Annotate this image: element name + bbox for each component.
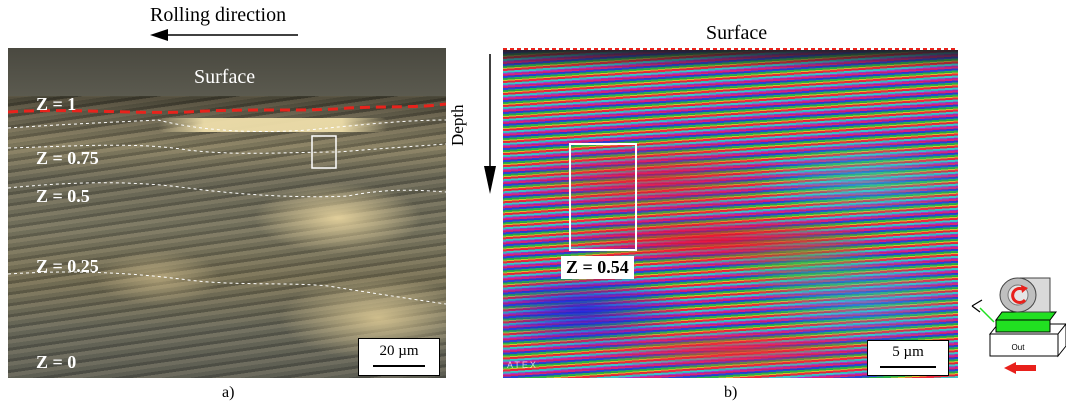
light-band <box>158 118 388 132</box>
contour-z025 <box>8 271 446 305</box>
scale-bar-a: 20 µm <box>358 338 440 376</box>
scale-bar-b: 5 µm <box>867 340 949 376</box>
contour-z1-lower <box>8 119 446 133</box>
scale-line-a <box>373 365 425 367</box>
selection-box-a <box>311 135 337 169</box>
surface-label-a: Surface <box>194 66 256 88</box>
scale-text-a: 20 µm <box>379 343 419 359</box>
scale-text-b: 5 µm <box>892 344 924 360</box>
surface-dashed-line-b <box>503 48 958 50</box>
contour-z075 <box>8 143 446 154</box>
view-line <box>979 307 995 323</box>
rotation-arrow-icon <box>1011 287 1027 304</box>
eye-icon <box>971 299 983 313</box>
z-label-075: Z = 0.75 <box>36 148 99 168</box>
z-label-025: Z = 0.25 <box>36 256 99 276</box>
selection-box-b <box>569 143 637 251</box>
out-label: Out <box>1012 343 1026 352</box>
caption-b: b) <box>724 384 738 401</box>
plate-front <box>989 333 1059 357</box>
rolling-direction-arrow <box>150 29 298 41</box>
rolling-direction-label: Rolling direction <box>150 4 287 26</box>
surface-region <box>8 48 446 96</box>
interface-line <box>8 102 446 114</box>
z-label-054: Z = 0.54 <box>566 257 629 277</box>
ebsd-overlay <box>569 143 637 251</box>
atex-watermark: ATEX <box>507 360 538 370</box>
depth-contours <box>8 102 446 305</box>
ebsd-map: Z = 0.54 ATEX 5 µm <box>503 50 958 378</box>
depth-arrow <box>484 54 496 194</box>
surface-label-b: Surface <box>706 22 768 44</box>
direction-arrow-icon <box>1004 362 1036 374</box>
rolling-schematic: Out <box>971 277 1066 374</box>
z-label-05: Z = 0.5 <box>36 186 90 206</box>
optical-micrograph: Surface Z = 1 Z = 0.75 Z = 0.5 Z = 0.25 … <box>8 48 446 378</box>
caption-a: a) <box>222 384 235 401</box>
z-label-054-box: Z = 0.54 <box>561 256 634 279</box>
green-sample-front <box>995 319 1051 333</box>
green-sample <box>995 311 1057 321</box>
scale-line-b <box>880 366 936 368</box>
depth-label: Depth <box>448 104 467 146</box>
z-label-0: Z = 0 <box>36 352 77 372</box>
contour-z05 <box>8 182 446 198</box>
z-label-1: Z = 1 <box>36 94 77 114</box>
